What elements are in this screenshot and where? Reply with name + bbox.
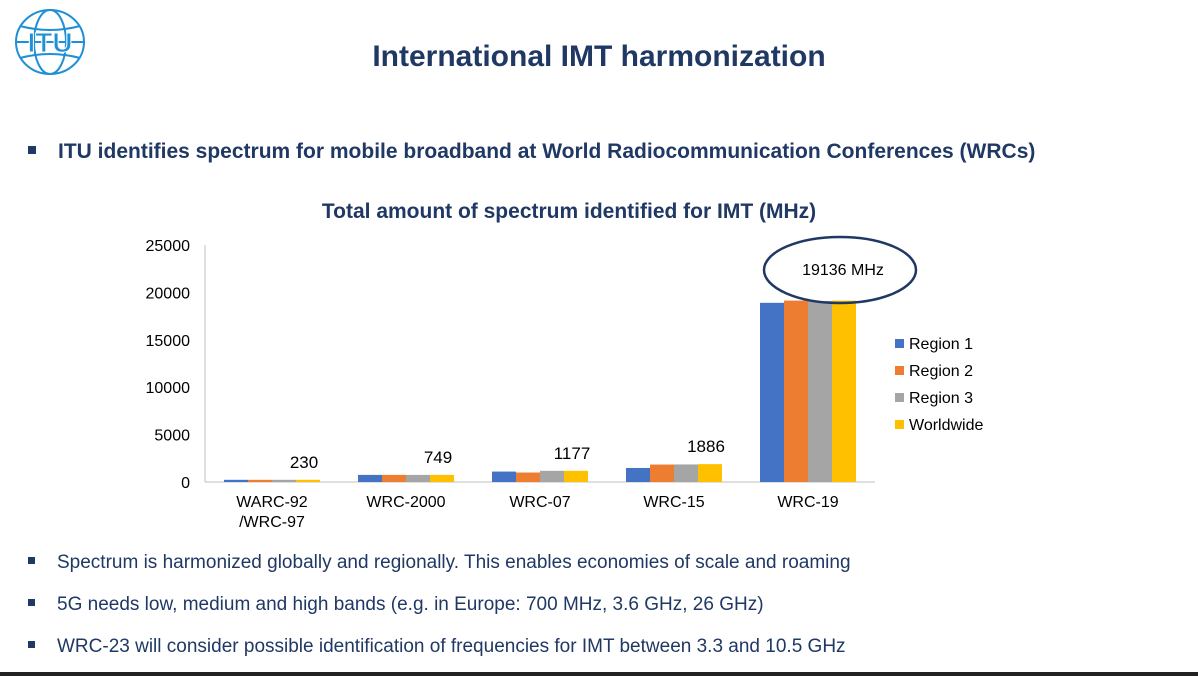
y-tick-label: 5000 xyxy=(154,428,190,445)
x-tick-label: WRC-15 xyxy=(643,494,704,511)
bar xyxy=(540,470,564,482)
bar xyxy=(224,479,248,482)
data-label: 1886 xyxy=(687,437,725,456)
legend-label: Region 2 xyxy=(909,363,973,380)
highlight-ellipse xyxy=(762,235,918,305)
bullet-row: Spectrum is harmonized globally and regi… xyxy=(28,550,851,592)
bar xyxy=(358,474,382,482)
y-tick-label: 0 xyxy=(181,475,190,492)
bullet-text: Spectrum is harmonized globally and regi… xyxy=(57,552,851,573)
legend-swatch xyxy=(895,420,904,429)
bullet-square-icon xyxy=(28,557,35,565)
highlight-label: 19136 MHz xyxy=(802,262,884,279)
data-label: 1177 xyxy=(554,444,591,463)
data-label: 749 xyxy=(424,448,452,467)
bullet-square-icon xyxy=(28,641,35,649)
bar xyxy=(406,474,430,482)
bullet-text: 5G needs low, medium and high bands (e.g… xyxy=(57,594,764,615)
legend-label: Region 1 xyxy=(909,336,973,353)
x-tick-label: /WRC-97 xyxy=(239,514,305,531)
legend-swatch xyxy=(895,339,904,348)
main-bullet: ITU identifies spectrum for mobile broad… xyxy=(28,140,1035,164)
x-tick-label: WRC-19 xyxy=(777,494,838,511)
bar xyxy=(832,300,856,482)
bar xyxy=(516,472,540,482)
legend-swatch xyxy=(895,393,904,402)
legend-label: Region 3 xyxy=(909,390,973,407)
x-tick-label: WARC-92 xyxy=(236,494,308,511)
bullet-text: WRC-23 will consider possible identifica… xyxy=(57,636,846,657)
bar xyxy=(564,470,588,482)
bottom-bullets: Spectrum is harmonized globally and regi… xyxy=(28,550,851,676)
logo-text: ITU xyxy=(27,27,72,58)
bar xyxy=(698,464,722,482)
bar xyxy=(674,464,698,482)
bar xyxy=(430,474,454,482)
bottom-divider xyxy=(0,672,1198,676)
bar xyxy=(296,479,320,482)
itu-logo: ITU xyxy=(15,9,85,75)
legend-swatch xyxy=(895,366,904,375)
bar xyxy=(626,467,650,482)
chart-title: Total amount of spectrum identified for … xyxy=(321,200,817,223)
bullet-row: 5G needs low, medium and high bands (e.g… xyxy=(28,592,851,634)
page-title: International IMT harmonization xyxy=(372,40,826,73)
bar xyxy=(272,479,296,482)
main-bullet-text: ITU identifies spectrum for mobile broad… xyxy=(58,140,1036,163)
bar xyxy=(760,302,784,482)
legend-label: Worldwide xyxy=(909,417,984,434)
x-tick-label: WRC-2000 xyxy=(366,494,445,511)
bullet-square-icon xyxy=(28,146,36,155)
bullet-square-icon xyxy=(28,599,35,607)
data-label: 230 xyxy=(290,453,318,472)
y-tick-label: 10000 xyxy=(146,380,191,397)
y-tick-label: 25000 xyxy=(146,238,191,255)
bar xyxy=(808,300,832,482)
bar xyxy=(784,300,808,482)
y-tick-label: 15000 xyxy=(146,333,191,350)
bar xyxy=(382,474,406,482)
bullet-row: WRC-23 will consider possible identifica… xyxy=(28,634,851,676)
y-tick-label: 20000 xyxy=(146,285,191,302)
bar xyxy=(650,464,674,482)
bar xyxy=(248,479,272,482)
x-tick-label: WRC-07 xyxy=(509,494,570,511)
bar xyxy=(492,471,516,482)
